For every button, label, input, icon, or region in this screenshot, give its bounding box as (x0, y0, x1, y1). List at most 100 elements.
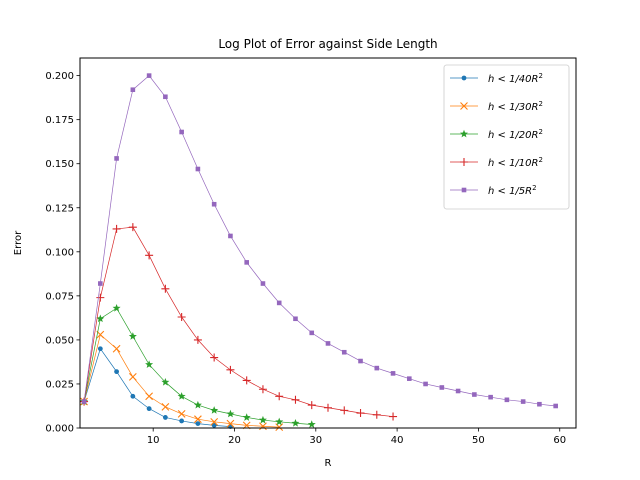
x-tick-label: 10 (147, 435, 160, 446)
data-point (260, 281, 266, 286)
y-tick-label: 0.200 (45, 71, 74, 82)
legend-entry: h < 1/20R2 (450, 128, 543, 141)
data-point (112, 224, 121, 233)
data-point (193, 400, 202, 409)
data-point (504, 397, 510, 403)
legend-entry: h < 1/30R2 (450, 100, 543, 113)
data-point (275, 417, 284, 426)
data-point (161, 284, 170, 293)
data-point (97, 346, 103, 352)
x-axis-label: R (325, 458, 332, 469)
data-point (472, 392, 477, 397)
series-4 (80, 223, 398, 421)
data-point (130, 393, 136, 399)
axes-frame (79, 57, 577, 429)
data-point (145, 392, 154, 401)
data-point (210, 353, 219, 362)
data-point (112, 303, 121, 312)
data-point (128, 332, 137, 340)
data-point (146, 406, 152, 412)
data-point (161, 402, 170, 411)
data-point (244, 260, 249, 265)
data-point (358, 358, 363, 364)
data-point (340, 406, 349, 415)
data-point (195, 421, 201, 426)
data-point (242, 376, 251, 385)
legend-swatch-marker (460, 102, 468, 110)
data-point (130, 87, 136, 93)
data-point (307, 420, 316, 428)
data-point (210, 406, 219, 414)
data-point (128, 373, 137, 381)
data-point (177, 392, 186, 400)
data-point (553, 403, 558, 409)
data-point (161, 377, 170, 386)
y-tick-label: 0.050 (45, 335, 74, 346)
data-point (177, 410, 186, 418)
y-tick-label: 0.175 (45, 115, 74, 126)
y-tick-label: 0.000 (45, 424, 74, 435)
legend-label: h < 1/5R2 (488, 184, 537, 197)
data-point (307, 401, 316, 410)
data-point (242, 413, 251, 421)
data-point (356, 409, 365, 418)
x-tick-label: 60 (553, 435, 566, 446)
data-point (195, 166, 201, 172)
legend-entry: h < 1/40R2 (450, 72, 543, 85)
legend-swatch-marker (460, 129, 468, 138)
y-tick-label: 0.025 (45, 379, 74, 390)
data-point (374, 365, 380, 371)
data-point (276, 300, 282, 306)
series-3 (80, 303, 316, 428)
series-line (83, 75, 556, 407)
x-tick-label: 40 (391, 435, 404, 446)
y-axis-label: Error (13, 230, 24, 255)
data-point (179, 129, 184, 135)
y-axis: 0.000 0.025 0.050 0.075 0.100 0.125 0.150 0.175… (45, 71, 80, 435)
data-point (114, 156, 119, 161)
data-point (372, 410, 381, 419)
legend-swatch-marker (460, 158, 468, 166)
series-line (83, 347, 231, 427)
data-point (177, 313, 186, 321)
data-point (324, 403, 332, 412)
data-point (291, 395, 300, 404)
data-point (193, 335, 202, 344)
data-point (96, 293, 105, 302)
data-point (455, 388, 461, 394)
data-point (228, 233, 233, 239)
x-tick-label: 50 (472, 435, 485, 446)
chart-title: Log Plot of Error against Side Length (218, 37, 437, 51)
legend-swatch-marker (461, 75, 467, 81)
plot-area (80, 73, 558, 432)
y-tick-label: 0.075 (45, 291, 74, 302)
data-point (226, 365, 235, 374)
data-point (309, 330, 315, 336)
data-point (128, 223, 137, 232)
data-point (439, 385, 445, 390)
data-point (81, 399, 87, 404)
data-point (112, 344, 121, 353)
data-point (211, 201, 217, 207)
data-point (488, 394, 493, 400)
data-point (114, 369, 119, 375)
legend: h < 1/40R2 h < 1/30R2 h < 1/20R2 h < 1/10R2… (443, 64, 570, 210)
data-point (145, 360, 154, 368)
legend-swatch-marker (461, 187, 467, 193)
data-point (145, 251, 154, 260)
y-tick-label: 0.150 (45, 159, 74, 170)
data-point (98, 281, 103, 286)
legend-box (443, 64, 570, 210)
x-tick-label: 20 (228, 435, 241, 446)
legend-label: h < 1/20R2 (488, 128, 543, 141)
x-axis: 10 20 30 40 50 60 (147, 428, 566, 446)
data-point (96, 314, 105, 323)
data-point (179, 418, 185, 424)
data-point (259, 422, 267, 431)
data-point (194, 415, 202, 424)
data-point (146, 73, 152, 78)
legend-label: h < 1/40R2 (488, 72, 543, 85)
data-point (163, 94, 168, 100)
y-tick-label: 0.125 (45, 203, 74, 214)
